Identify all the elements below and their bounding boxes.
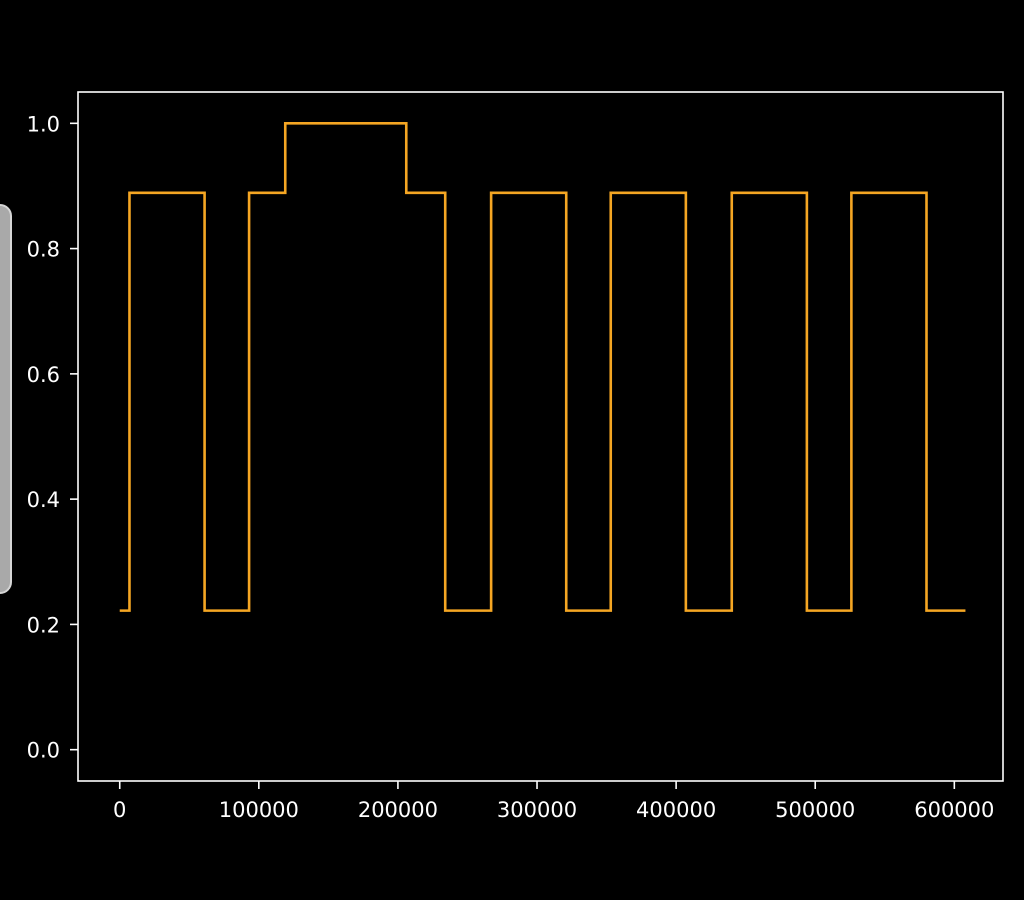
series-line xyxy=(119,122,966,612)
y-tick-label: 0.6 xyxy=(27,363,60,387)
y-tick-label: 0.0 xyxy=(27,739,60,763)
x-tick-label: 300000 xyxy=(497,798,577,822)
x-tick-label: 500000 xyxy=(775,798,855,822)
x-axis: 0 100000 200000 300000 400000 500000 600000 xyxy=(113,781,994,822)
y-tick-label: 0.2 xyxy=(27,613,60,637)
y-tick-label: 1.0 xyxy=(27,112,60,136)
x-tick-label: 400000 xyxy=(636,798,716,822)
x-tick-label: 100000 xyxy=(219,798,299,822)
x-tick-label: 200000 xyxy=(358,798,438,822)
plot-frame xyxy=(77,91,1004,782)
y-tick-label: 0.8 xyxy=(27,238,60,262)
x-tick-label: 0 xyxy=(113,798,126,822)
y-axis: 0.0 0.2 0.4 0.6 0.8 1.0 xyxy=(27,112,78,763)
x-tick-label: 600000 xyxy=(914,798,994,822)
y-tick-label: 0.4 xyxy=(27,488,60,512)
